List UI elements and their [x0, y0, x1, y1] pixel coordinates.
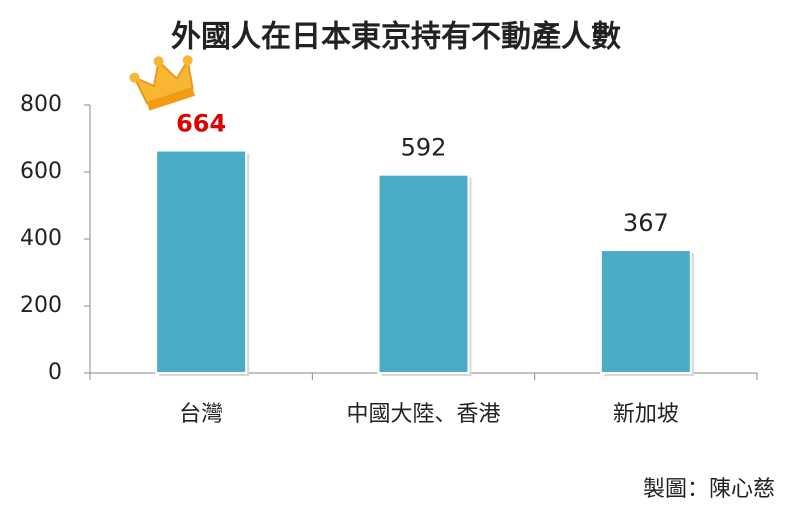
- y-tick-label: 600: [20, 159, 62, 184]
- value-label: 367: [623, 209, 669, 237]
- bar: [599, 249, 692, 374]
- x-tick-label: 台灣: [179, 402, 223, 427]
- bar: [155, 149, 248, 374]
- x-tick-label: 中國大陸、香港: [346, 402, 500, 427]
- value-label: 592: [401, 134, 447, 162]
- y-tick-label: 200: [20, 293, 62, 318]
- y-tick-label: 0: [48, 360, 62, 385]
- bar: [377, 173, 470, 374]
- crown-icon: [129, 55, 196, 111]
- y-tick-label: 400: [20, 226, 62, 251]
- chart-title: 外國人在日本東京持有不動產人數: [171, 20, 621, 55]
- value-label: 664: [176, 110, 226, 138]
- credit: 製圖：陳心慈: [643, 477, 775, 502]
- x-tick-label: 新加坡: [613, 402, 679, 427]
- y-tick-label: 800: [20, 92, 62, 117]
